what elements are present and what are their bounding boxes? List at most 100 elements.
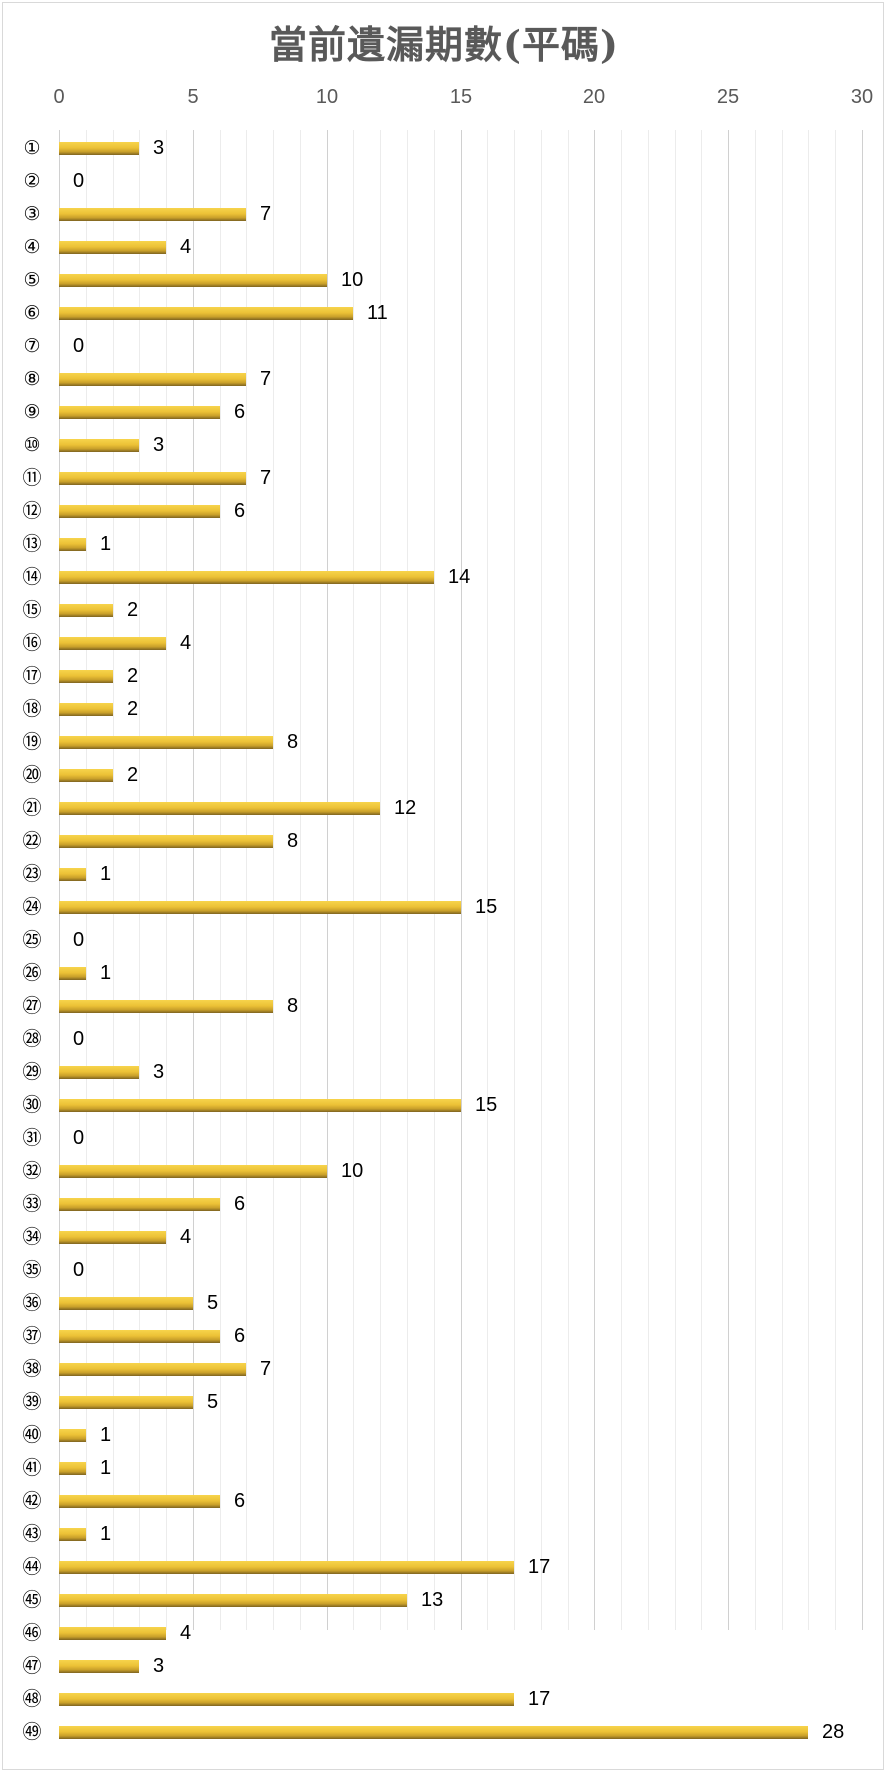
bar	[59, 1726, 808, 1739]
category-label: ㊲	[22, 1325, 42, 1347]
minor-gridline	[246, 130, 247, 1630]
category-label: ②	[23, 170, 41, 192]
minor-gridline	[273, 130, 274, 1630]
data-label: 0	[73, 335, 85, 357]
bar	[59, 769, 113, 782]
minor-gridline	[648, 130, 649, 1630]
category-label: ㊾	[22, 1721, 42, 1743]
bar	[59, 736, 273, 749]
data-label: 1	[100, 533, 112, 555]
bar	[59, 802, 380, 815]
x-tick-label: 0	[53, 86, 65, 108]
bar	[59, 274, 327, 287]
category-label: ⑰	[22, 665, 42, 687]
data-label: 17	[528, 1556, 551, 1578]
minor-gridline	[755, 130, 756, 1630]
bar	[59, 439, 139, 452]
bar	[59, 1198, 220, 1211]
data-label: 6	[234, 1490, 246, 1512]
bar	[59, 670, 113, 683]
category-label: ⑩	[23, 434, 41, 456]
data-label: 1	[100, 1523, 112, 1545]
data-label: 6	[234, 500, 246, 522]
minor-gridline	[220, 130, 221, 1630]
major-gridline	[193, 130, 194, 1630]
data-label: 1	[100, 863, 112, 885]
data-label: 3	[153, 1655, 165, 1677]
data-label: 6	[234, 401, 246, 423]
data-label: 11	[367, 302, 388, 324]
category-label: ㉛	[22, 1127, 42, 1149]
bar	[59, 1165, 327, 1178]
bar	[59, 241, 166, 254]
bar	[59, 307, 353, 320]
category-label: ㊴	[22, 1391, 42, 1413]
minor-gridline	[139, 130, 140, 1630]
category-label: ③	[23, 203, 41, 225]
category-label: ⑪	[22, 467, 42, 489]
bar	[59, 1066, 139, 1079]
bar	[59, 208, 246, 221]
major-gridline	[862, 130, 863, 1630]
data-label: 4	[180, 1622, 192, 1644]
data-label: 1	[100, 1424, 112, 1446]
data-label: 17	[528, 1688, 551, 1710]
category-label: ⑲	[22, 731, 42, 753]
x-tick-label: 30	[850, 86, 874, 108]
data-label: 1	[100, 962, 112, 984]
minor-gridline	[86, 130, 87, 1630]
category-label: ㉘	[22, 1028, 42, 1050]
minor-gridline	[113, 130, 114, 1630]
category-label: ㊻	[22, 1622, 42, 1644]
bar	[59, 142, 139, 155]
bar	[59, 1429, 86, 1442]
data-label: 7	[260, 203, 272, 225]
data-label: 0	[73, 1259, 85, 1281]
x-tick-label: 5	[187, 86, 199, 108]
bar	[59, 1330, 220, 1343]
category-label: ⑬	[22, 533, 42, 555]
category-label: ㊸	[22, 1523, 42, 1545]
bar	[59, 472, 246, 485]
category-label: ㊷	[22, 1490, 42, 1512]
category-label: ㊵	[22, 1424, 42, 1446]
category-label: ㊱	[22, 1292, 42, 1314]
minor-gridline	[166, 130, 167, 1630]
bar	[59, 1495, 220, 1508]
x-tick-label: 15	[449, 86, 473, 108]
data-label: 2	[127, 599, 139, 621]
category-label: ㉒	[22, 830, 42, 852]
category-label: ㉖	[22, 962, 42, 984]
data-label: 0	[73, 929, 85, 951]
bar	[59, 1000, 273, 1013]
data-label: 7	[260, 467, 272, 489]
data-label: 8	[287, 731, 299, 753]
bar	[59, 1297, 193, 1310]
minor-gridline	[380, 130, 381, 1630]
data-label: 8	[287, 995, 299, 1017]
bar	[59, 1627, 166, 1640]
category-label: ㊼	[22, 1655, 42, 1677]
category-label: ⑭	[22, 566, 42, 588]
minor-gridline	[835, 130, 836, 1630]
data-label: 6	[234, 1193, 246, 1215]
category-label: ⑤	[23, 269, 41, 291]
category-label: ④	[23, 236, 41, 258]
x-tick-label: 20	[582, 86, 606, 108]
category-label: ⑦	[23, 335, 41, 357]
category-label: ⑳	[22, 764, 42, 786]
x-tick-label: 10	[315, 86, 339, 108]
bar	[59, 703, 113, 716]
data-label: 1	[100, 1457, 112, 1479]
bar	[59, 1594, 407, 1607]
bar	[59, 604, 113, 617]
data-label: 2	[127, 698, 139, 720]
data-label: 2	[127, 665, 139, 687]
data-label: 6	[234, 1325, 246, 1347]
data-label: 7	[260, 368, 272, 390]
data-label: 10	[341, 269, 364, 291]
bar	[59, 1660, 139, 1673]
category-label: ㉗	[22, 995, 42, 1017]
